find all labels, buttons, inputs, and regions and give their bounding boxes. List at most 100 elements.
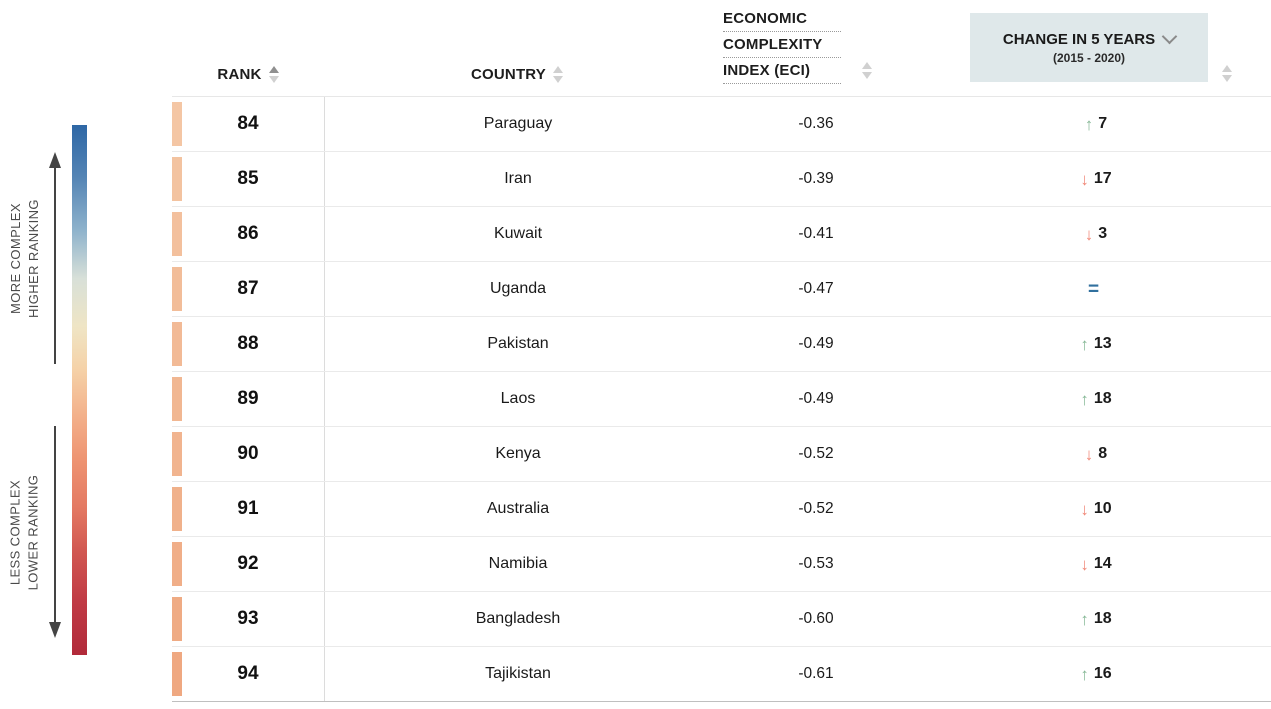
sort-icon-rank[interactable] — [268, 66, 279, 83]
change-cell: ↓ 8 — [921, 427, 1271, 481]
table-row[interactable]: 92 Namibia -0.53 ↓ 14 — [172, 537, 1271, 592]
table-header: RANK COUNTRY ECONOMIC COMPLEXITY INDEX (… — [172, 0, 1271, 96]
sort-icon-change[interactable] — [1222, 65, 1232, 82]
eci-value: -0.52 — [798, 500, 834, 517]
eci-value: -0.41 — [798, 225, 834, 242]
change-cell: ↑ 16 — [921, 647, 1271, 701]
rank-value: 85 — [237, 168, 259, 189]
complexity-gradient-bar — [72, 125, 87, 655]
eci-value: -0.52 — [798, 445, 834, 462]
country-cell[interactable]: Laos — [325, 372, 711, 426]
change-header-title: CHANGE IN 5 YEARS — [1002, 30, 1156, 48]
change-cell: ↓ 3 — [921, 207, 1271, 261]
rank-cell: 90 — [172, 427, 325, 481]
country-cell[interactable]: Pakistan — [325, 317, 711, 371]
rank-color-bar — [172, 652, 182, 696]
change-cell: ↑ 18 — [921, 592, 1271, 646]
eci-header-line2: COMPLEXITY — [723, 35, 841, 58]
table-row[interactable]: 85 Iran -0.39 ↓ 17 — [172, 152, 1271, 207]
rank-color-bar — [172, 432, 182, 476]
change-direction-icon: ↓ — [1084, 444, 1094, 464]
eci-value: -0.60 — [798, 610, 834, 627]
country-cell[interactable]: Namibia — [325, 537, 711, 591]
change-header-subtitle: (2015 - 2020) — [1052, 50, 1126, 65]
eci-cell: -0.47 — [711, 262, 921, 316]
change-column-dropdown[interactable]: CHANGE IN 5 YEARS (2015 - 2020) — [970, 13, 1208, 82]
change-value: 10 — [1093, 500, 1112, 517]
country-name: Bangladesh — [475, 610, 561, 627]
change-direction-icon: ↓ — [1080, 499, 1089, 519]
eci-cell: -0.61 — [711, 647, 921, 701]
ranking-table: RANK COUNTRY ECONOMIC COMPLEXITY INDEX (… — [172, 0, 1271, 702]
rank-color-bar — [172, 542, 182, 586]
country-cell[interactable]: Iran — [325, 152, 711, 206]
sort-icon-eci[interactable] — [862, 62, 872, 79]
country-column-header[interactable]: COUNTRY — [324, 66, 710, 83]
rank-cell: 86 — [172, 207, 325, 261]
table-row[interactable]: 93 Bangladesh -0.60 ↑ 18 — [172, 592, 1271, 647]
table-row[interactable]: 89 Laos -0.49 ↑ 18 — [172, 372, 1271, 427]
legend-less-complex-line1: LESS COMPLEX — [7, 480, 23, 586]
rank-value: 90 — [237, 443, 259, 464]
country-cell[interactable]: Bangladesh — [325, 592, 711, 646]
country-cell[interactable]: Kenya — [325, 427, 711, 481]
sort-down-triangle — [1222, 75, 1232, 82]
change-cell: ↓ 10 — [921, 482, 1271, 536]
eci-column-header[interactable]: ECONOMIC COMPLEXITY INDEX (ECI) — [723, 9, 872, 87]
table-row[interactable]: 88 Pakistan -0.49 ↑ 13 — [172, 317, 1271, 372]
rank-cell: 94 — [172, 647, 325, 701]
rank-value: 94 — [237, 663, 259, 684]
table-body: 84 Paraguay -0.36 ↑ 7 85 Iran -0.39 ↓ 17 — [172, 96, 1271, 702]
change-value: 18 — [1093, 390, 1112, 407]
rank-cell: 88 — [172, 317, 325, 371]
table-row[interactable]: 87 Uganda -0.47 = — [172, 262, 1271, 317]
eci-header-line3: INDEX (ECI) — [723, 61, 841, 84]
country-cell[interactable]: Australia — [325, 482, 711, 536]
table-row[interactable]: 94 Tajikistan -0.61 ↑ 16 — [172, 647, 1271, 701]
eci-value: -0.53 — [798, 555, 834, 572]
rank-value: 84 — [237, 113, 259, 134]
country-name: Kenya — [495, 445, 541, 462]
country-cell[interactable]: Uganda — [325, 262, 711, 316]
rank-color-bar — [172, 322, 182, 366]
change-cell: ↑ 13 — [921, 317, 1271, 371]
rank-color-bar — [172, 102, 182, 146]
country-cell[interactable]: Tajikistan — [325, 647, 711, 701]
country-cell[interactable]: Kuwait — [325, 207, 711, 261]
eci-cell: -0.41 — [711, 207, 921, 261]
legend-more-complex-label: MORE COMPLEX HIGHER RANKING — [2, 150, 46, 368]
legend-less-complex-label: LESS COMPLEX LOWER RANKING — [2, 424, 46, 642]
rank-color-bar — [172, 597, 182, 641]
table-row[interactable]: 90 Kenya -0.52 ↓ 8 — [172, 427, 1271, 482]
change-direction-icon: ↑ — [1080, 664, 1089, 684]
legend-more-complex-line2: HIGHER RANKING — [25, 199, 41, 319]
change-value: 17 — [1093, 170, 1112, 187]
rank-column-header[interactable]: RANK — [172, 66, 324, 83]
table-row[interactable]: 86 Kuwait -0.41 ↓ 3 — [172, 207, 1271, 262]
rank-header-label: RANK — [217, 66, 262, 83]
eci-cell: -0.39 — [711, 152, 921, 206]
rank-value: 93 — [237, 608, 259, 629]
country-cell[interactable]: Paraguay — [325, 97, 711, 151]
change-value: 13 — [1093, 335, 1112, 352]
country-name: Australia — [486, 500, 550, 517]
legend-less-complex-line2: LOWER RANKING — [25, 475, 40, 591]
rank-color-bar — [172, 157, 182, 201]
rank-value: 88 — [237, 333, 259, 354]
sort-up-triangle — [1222, 65, 1232, 72]
table-row[interactable]: 84 Paraguay -0.36 ↑ 7 — [172, 97, 1271, 152]
table-row[interactable]: 91 Australia -0.52 ↓ 10 — [172, 482, 1271, 537]
eci-value: -0.61 — [798, 665, 834, 682]
eci-header-label: ECONOMIC COMPLEXITY INDEX (ECI) — [723, 9, 841, 87]
change-direction-icon: ↑ — [1080, 389, 1089, 409]
rank-value: 86 — [237, 223, 259, 244]
eci-cell: -0.49 — [711, 372, 921, 426]
sort-icon-country[interactable] — [553, 66, 563, 83]
change-cell: ↑ 7 — [921, 97, 1271, 151]
rank-cell: 92 — [172, 537, 325, 591]
rank-color-bar — [172, 377, 182, 421]
rank-color-bar — [172, 267, 182, 311]
eci-value: -0.49 — [798, 390, 834, 407]
country-name: Iran — [504, 170, 532, 187]
